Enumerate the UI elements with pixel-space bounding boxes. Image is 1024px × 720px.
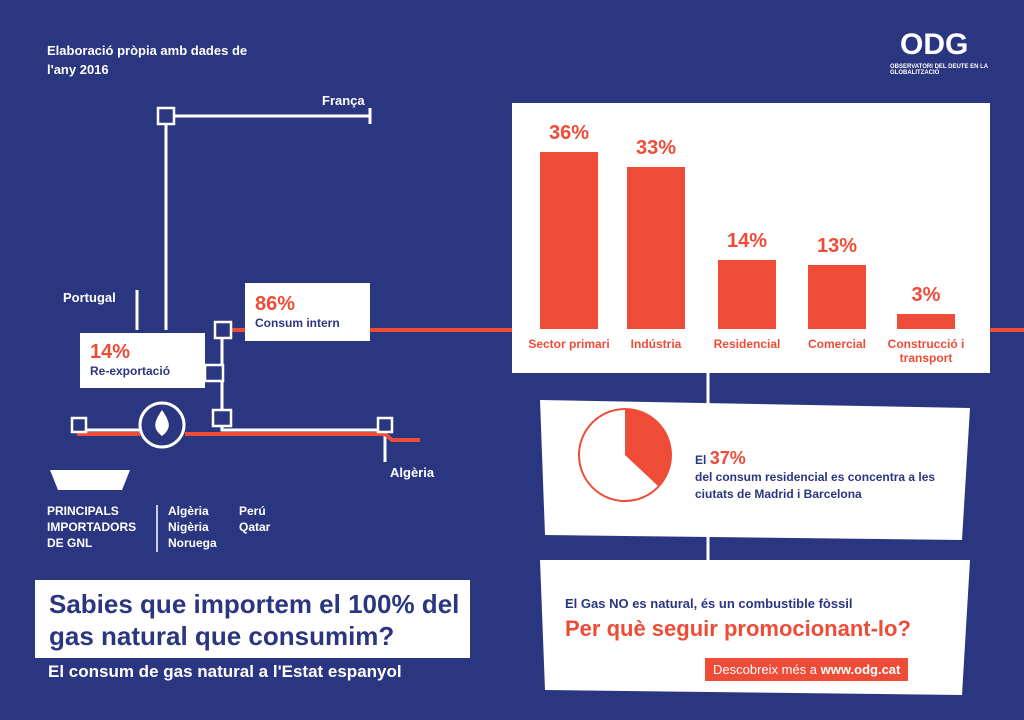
logo-subtitle: OBSERVATORI DEL DEUTE EN LA GLOBALITZACI… [890, 64, 988, 76]
internal-share: 86% [255, 293, 296, 315]
value-label: 36% [548, 121, 590, 144]
reexport-share: 14% [90, 341, 131, 363]
label-portugal: Portugal [63, 290, 116, 305]
pie-value-label: 37% [709, 448, 746, 468]
value-label: 13% [816, 235, 858, 258]
bar [897, 314, 955, 329]
bar [540, 151, 598, 329]
importers: Algèria Nigèria Noruega Perú Qatar [168, 503, 298, 551]
reexport-box: 14% Re-exportació [80, 333, 205, 388]
label-algeria: Algèria [390, 465, 435, 480]
cta[interactable]: Descobreix més a www.odg.cat [705, 658, 909, 681]
value-label: 14% [726, 230, 768, 253]
value-label: 3% [911, 284, 941, 307]
pie-text: El 37% del consum residencial es concent… [695, 448, 945, 503]
pie-caption: del consum residencial es concentra a le… [695, 470, 936, 501]
importer: Nigèria [168, 520, 209, 534]
bar [627, 166, 685, 329]
headline-title: Sabies que importem el 100% del gas natu… [49, 589, 460, 651]
pie-slice [625, 409, 671, 487]
importer: Algèria [168, 504, 209, 518]
headline-subtitle: El consum de gas natural a l'Estat espan… [48, 662, 402, 681]
importer: Noruega [168, 536, 217, 550]
importer: Qatar [239, 520, 271, 534]
value-label: 33% [635, 136, 677, 159]
headline-box: Sabies que importem el 100% del gas natu… [35, 580, 470, 658]
category-label: Construcció i transport [887, 337, 965, 365]
label-france: França [322, 93, 365, 108]
pie-text-before: El [695, 453, 707, 467]
importer: Perú [239, 504, 266, 518]
bar [718, 260, 776, 329]
importers-label: PRINCIPALS IMPORTADORS DE GNL [47, 504, 137, 550]
category-label: Sector primari [528, 337, 610, 351]
logo: ODG [900, 28, 969, 61]
internal-box: 86% Consum intern [245, 283, 370, 341]
category-label: Residencial [713, 337, 781, 351]
category-label: Comercial [807, 337, 867, 351]
cta-text: Descobreix més a [713, 662, 818, 677]
category-label: Indústria [630, 337, 682, 351]
bar [808, 265, 866, 329]
reexport-label: Re-exportació [90, 364, 171, 378]
cta-url[interactable]: www.odg.cat [820, 662, 901, 677]
message-line2: Per què seguir promocionant-lo? [565, 616, 911, 641]
source: Elaboració pròpia amb dades de l'any 201… [47, 43, 248, 77]
pie-chart [578, 408, 672, 502]
internal-label: Consum intern [255, 316, 340, 330]
message-line1: El Gas NO es natural, és un combustible … [565, 596, 853, 611]
